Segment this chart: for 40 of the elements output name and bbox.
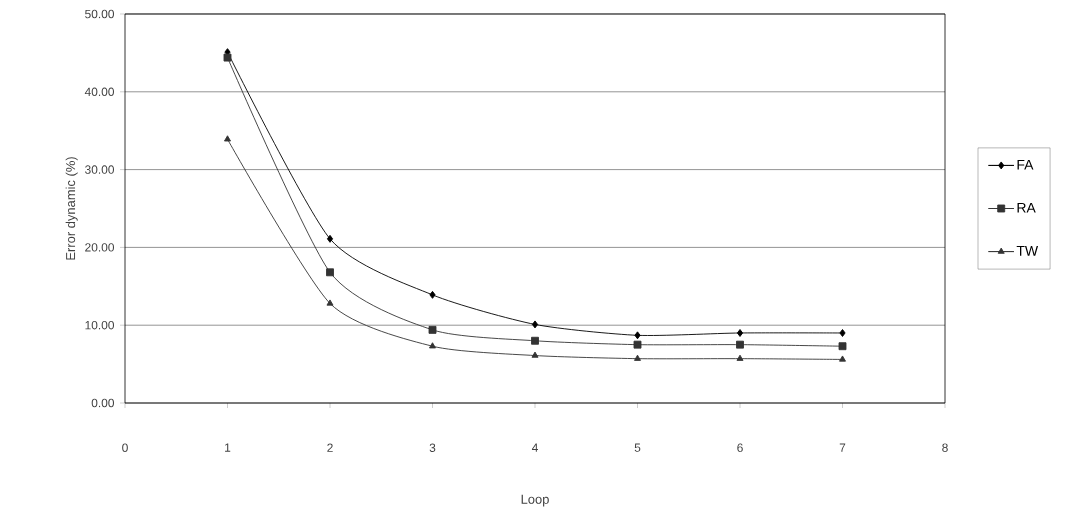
y-tick-label: 0.00 — [91, 398, 115, 408]
point — [838, 342, 847, 351]
point — [736, 340, 744, 349]
y-tick-label: 20.00 — [85, 243, 115, 252]
point — [326, 299, 334, 306]
legend-label: FA — [1017, 159, 1034, 170]
point — [531, 351, 539, 358]
point — [531, 336, 539, 345]
x-tick-label: 2 — [327, 443, 333, 452]
point — [736, 354, 744, 361]
legend-label: TW — [1016, 246, 1039, 256]
point — [326, 234, 334, 243]
point — [428, 325, 437, 334]
y-axis-title: Error dynamic (%) — [65, 157, 78, 260]
point — [223, 53, 232, 62]
point — [634, 331, 641, 340]
point — [429, 290, 436, 299]
point — [429, 342, 436, 349]
x-tick-label: 8 — [942, 443, 948, 452]
point — [839, 355, 846, 362]
x-axis-title: Loop — [521, 494, 549, 507]
legend-label: RA — [1017, 202, 1036, 213]
point — [634, 354, 641, 361]
x-tick-label: 3 — [429, 443, 436, 452]
x-tick-label: 1 — [225, 443, 231, 452]
x-tick-label: 5 — [634, 443, 641, 452]
point — [326, 268, 334, 277]
x-tick-label: 7 — [839, 443, 846, 452]
y-tick-label: 30.00 — [85, 165, 115, 174]
x-tick-label: 6 — [737, 443, 743, 452]
x-tick-label: 4 — [531, 443, 538, 452]
point — [736, 329, 744, 337]
point — [839, 329, 846, 337]
point — [531, 320, 539, 329]
y-tick-label: 10.00 — [85, 320, 115, 330]
point — [224, 135, 231, 142]
point — [633, 340, 642, 349]
x-tick-label: 0 — [122, 443, 128, 452]
y-tick-label: 50.00 — [85, 9, 115, 19]
y-tick-label: 40.00 — [84, 87, 115, 97]
